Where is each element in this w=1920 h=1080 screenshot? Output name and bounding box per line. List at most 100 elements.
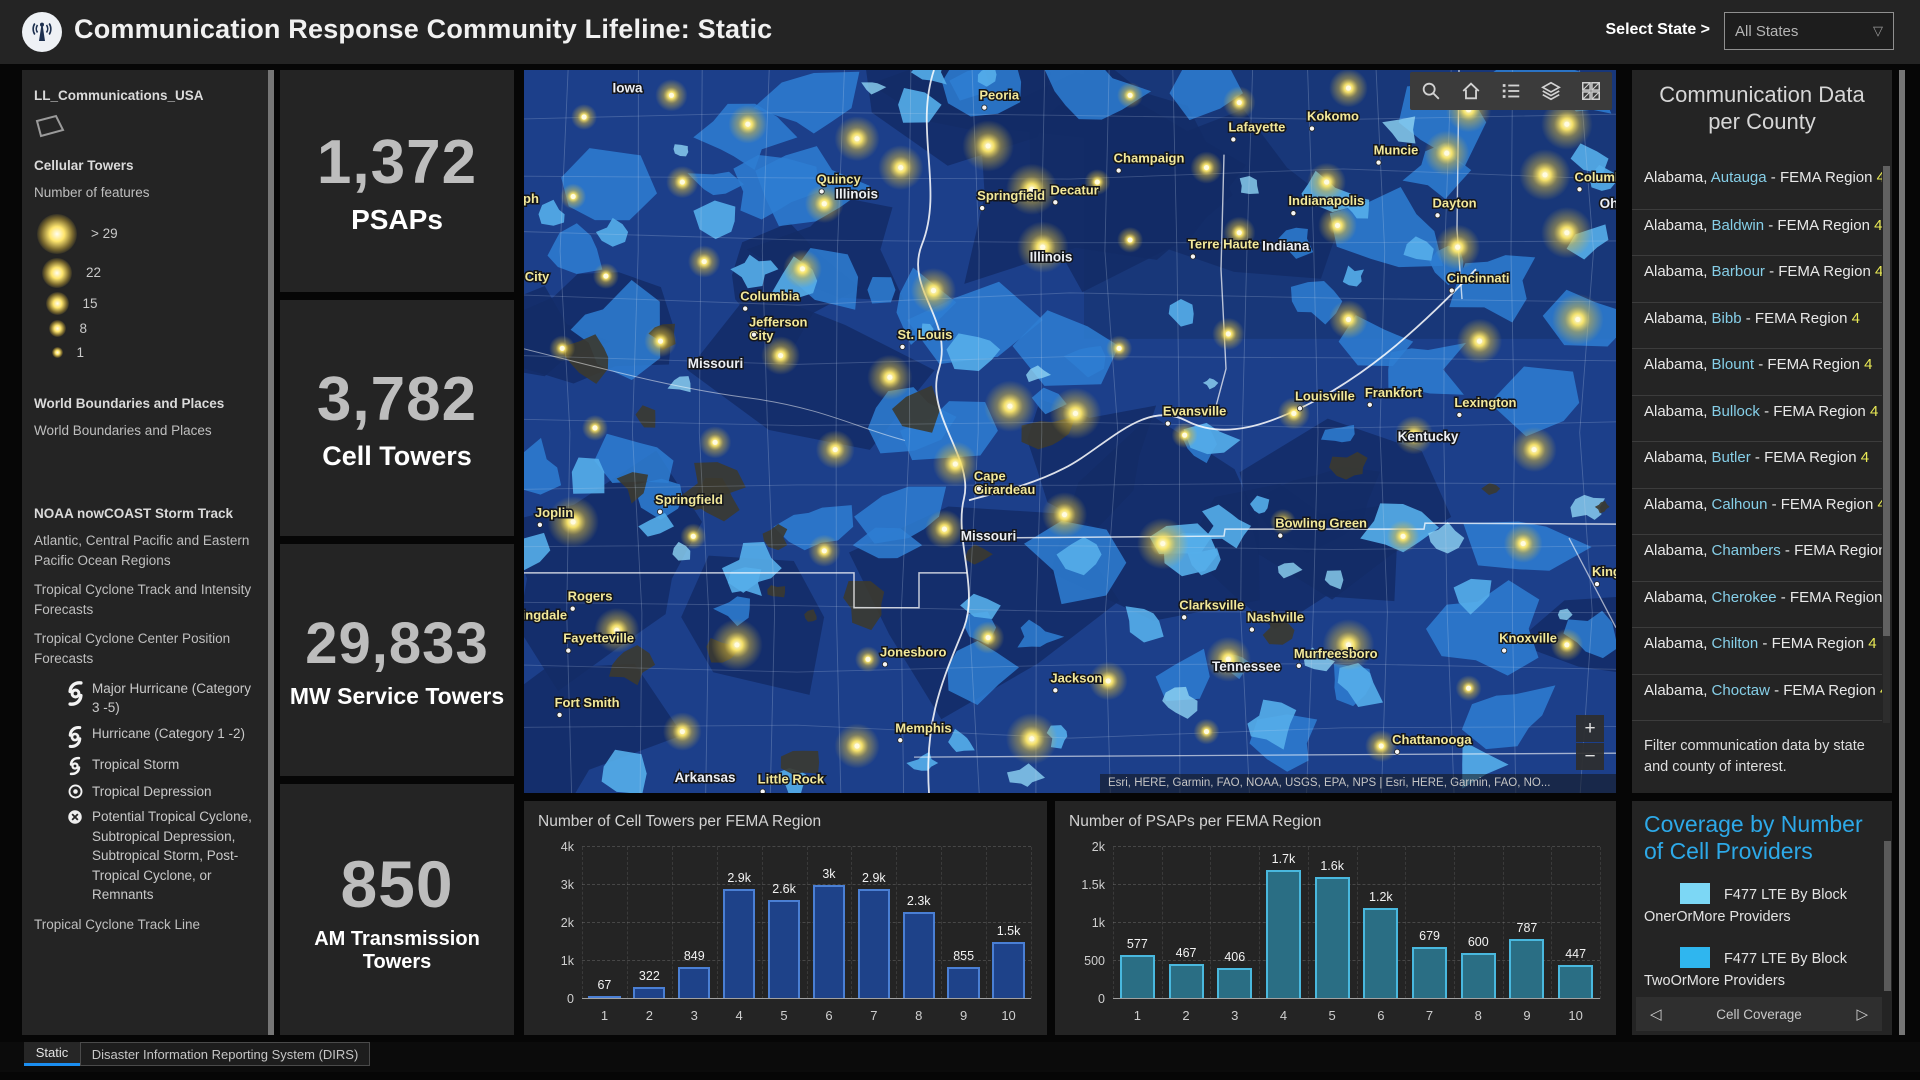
zoom-out-button[interactable]: −: [1576, 743, 1604, 770]
map-city-label: Frankfort: [1363, 383, 1424, 408]
cell-tower-glow: [834, 116, 880, 162]
county-suffix: - FEMA Region: [1741, 309, 1852, 327]
coverage-legend-row: F477 LTE By Block OnerOrMore Providers: [1632, 883, 1892, 929]
stat-am-transmission-towers-value: 850: [340, 846, 454, 921]
svg-text:Louisville: Louisville: [1295, 388, 1355, 403]
x-axis-tick-label: 5: [780, 1008, 788, 1023]
county-row[interactable]: Alabama, Chambers - FEMA Region 4: [1632, 534, 1882, 581]
county-row[interactable]: Alabama, Chilton - FEMA Region 4: [1632, 627, 1882, 674]
y-axis-tick-label: 1k: [560, 954, 574, 968]
cell-tower-glow: [1318, 206, 1357, 245]
map-city-label: Joseph: [524, 190, 540, 208]
svg-text:Joseph: Joseph: [524, 191, 539, 206]
y-axis-tick-label: 2k: [1091, 840, 1105, 854]
tower-cluster-symbol: [37, 213, 77, 254]
x-gridline: [1161, 847, 1163, 999]
storm-legend-label: Potential Tropical Cyclone, Subtropical …: [92, 809, 252, 903]
cell-tower-glow: [1329, 70, 1368, 108]
legend-noaa-sub: Atlantic, Central Pacific and Eastern Pa…: [34, 533, 250, 568]
map-city-label: Cape Girardeau: [972, 467, 1036, 498]
bar-value-label: 1.7k: [1271, 851, 1296, 866]
cell-tower-glow: [1511, 427, 1557, 473]
county-row[interactable]: Alabama, Bullock - FEMA Region 4: [1632, 394, 1882, 442]
map-canvas[interactable]: Iowa Peoria Kokomo Lafayette Muncie Champaign…: [524, 70, 1616, 793]
map-graphics: Iowa Peoria Kokomo Lafayette Muncie Champaign…: [524, 70, 1616, 793]
coverage-legend-row: F477 LTE By Block TwoOrMore Providers: [1632, 946, 1892, 993]
legend-icon[interactable]: [1498, 78, 1524, 104]
county-suffix: - FEMA Region: [1758, 635, 1869, 652]
y-gridline: [1113, 884, 1600, 885]
psaps-chart-plot: 0 500 1k 1.5k 2k 577 1 467 2 406 3 1.7k 4 1.6k 5 1.2k 6 6…: [1081, 840, 1601, 1023]
legend-center-position: Tropical Cyclone Center Position Forecas…: [34, 631, 231, 666]
coverage-panel-title: Coverage by Number of Cell Providers: [1644, 811, 1863, 865]
map-city-label: Quincy: [815, 170, 863, 195]
county-name: Calhoun: [1711, 495, 1768, 513]
x-gridline: [1453, 847, 1455, 999]
layers-icon[interactable]: [1538, 78, 1564, 104]
y-axis-tick-label: 2k: [560, 916, 574, 930]
county-row[interactable]: Alabama, Barbour - FEMA Region 4: [1632, 255, 1882, 302]
svg-text:Terre Haute: Terre Haute: [1188, 237, 1259, 252]
county-name: Chilton: [1711, 635, 1759, 652]
fema-region-number: 4: [1880, 682, 1882, 699]
coverage-swatch: [1680, 883, 1710, 905]
x-axis-tick-label: 1: [600, 1008, 609, 1023]
county-panel-title: Communication Data per County: [1659, 82, 1865, 134]
bar-value-label: 1.5k: [996, 924, 1021, 938]
legend-scrollbar[interactable]: [268, 70, 274, 1035]
svg-text:Fayetteville: Fayetteville: [563, 631, 634, 646]
stat-psaps-label: PSAPs: [351, 203, 443, 235]
map-city-label: Kansas City: [524, 268, 552, 286]
map-state-label: Missouri: [686, 354, 744, 372]
county-scrollbar-thumb[interactable]: [1883, 166, 1890, 636]
svg-text:Indianapolis: Indianapolis: [1288, 193, 1364, 208]
tab-dirs[interactable]: Disaster Information Reporting System (D…: [80, 1042, 370, 1066]
county-row[interactable]: Alabama, Autauga - FEMA Region 4: [1632, 162, 1882, 209]
coverage-scrollbar-thumb[interactable]: [1884, 841, 1891, 991]
bar-region-5: [1314, 877, 1350, 999]
county-state: Alabama,: [1644, 169, 1711, 186]
map-city-label: Champaign: [1112, 149, 1186, 174]
county-row[interactable]: Alabama, Baldwin - FEMA Region 4: [1632, 208, 1882, 256]
county-row[interactable]: Alabama, Choctaw - FEMA Region 4: [1632, 673, 1882, 721]
legend-track-intensity: Tropical Cyclone Track and Intensity For…: [34, 582, 252, 617]
map-city-label: Bowling Green: [1274, 514, 1369, 539]
pager-next-icon[interactable]: ▷: [1856, 1006, 1868, 1023]
page-scrollbar[interactable]: [1899, 70, 1905, 1035]
cell-tower-glow: [1551, 293, 1604, 346]
cell-tower-glow: [971, 621, 1005, 654]
zoom-in-button[interactable]: +: [1576, 715, 1604, 742]
x-gridline: [1600, 847, 1601, 999]
stat-psaps-value: 1,372: [316, 127, 478, 197]
svg-text:Ohio: Ohio: [1600, 196, 1616, 211]
y-axis-tick-label: 0: [567, 992, 574, 1006]
county-suffix: - FEMA Region: [1780, 542, 1882, 559]
svg-text:Kokomo: Kokomo: [1307, 109, 1359, 124]
cell-towers-chart-panel: Number of Cell Towers per FEMA Region 0 1…: [524, 801, 1047, 1035]
map-city-label: Nashville: [1245, 608, 1305, 633]
county-name: Blount: [1711, 356, 1755, 373]
map-city-label: Chattanooga: [1391, 730, 1474, 755]
cell-tower-glow: [1456, 318, 1503, 364]
coverage-legend-label: F477 LTE By Block OnerOrMore Providers: [1644, 887, 1848, 925]
search-icon[interactable]: [1418, 78, 1444, 104]
county-row[interactable]: Alabama, Bibb - FEMA Region 4: [1632, 301, 1882, 349]
county-row[interactable]: Alabama, Blount - FEMA Region 4: [1632, 348, 1882, 395]
county-row[interactable]: Alabama, Cherokee - FEMA Region 4: [1632, 580, 1882, 628]
map-city-label: Decatur: [1049, 181, 1100, 206]
home-icon[interactable]: [1458, 78, 1484, 104]
tower-cluster-symbol: [48, 320, 66, 338]
tab-static[interactable]: Static: [24, 1042, 80, 1066]
map-city-label: Muncie: [1372, 141, 1420, 166]
map-city-label: Columbia: [739, 287, 802, 312]
pager-prev-icon[interactable]: ◁: [1650, 1006, 1662, 1023]
x-gridline: [582, 847, 583, 999]
county-row[interactable]: Alabama, Calhoun - FEMA Region 4: [1632, 487, 1882, 535]
bar-region-4: [1265, 869, 1301, 999]
x-gridline: [1210, 847, 1212, 999]
county-row[interactable]: Alabama, Butler - FEMA Region 4: [1632, 441, 1882, 488]
map-city-label: Fayetteville: [562, 629, 636, 654]
state-dropdown[interactable]: All States ▽: [1724, 12, 1894, 50]
basemap-icon[interactable]: [1578, 78, 1604, 104]
